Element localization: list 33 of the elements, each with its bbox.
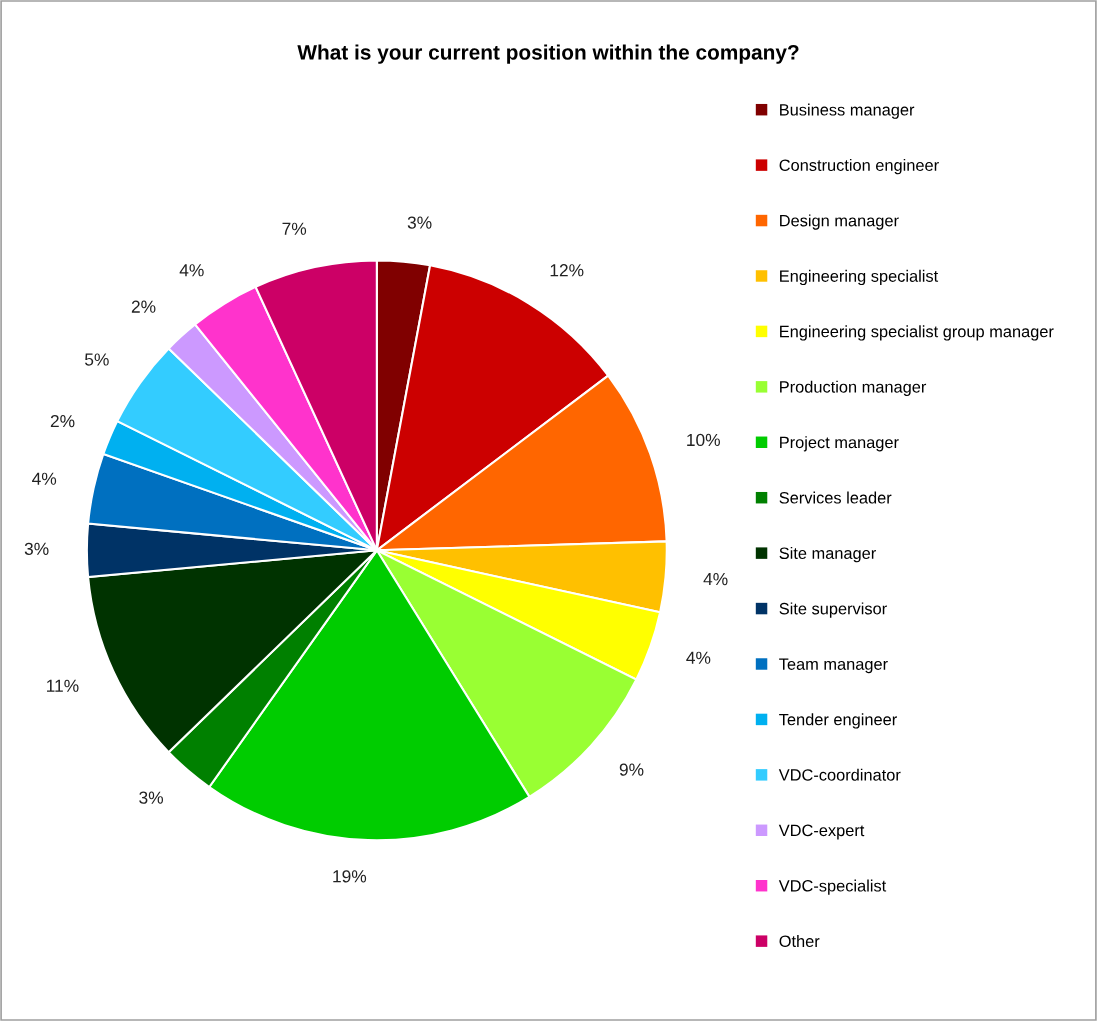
data-label: 11%: [47, 679, 79, 692]
legend-label: Production manager: [780, 380, 927, 396]
data-label: 4%: [32, 472, 57, 485]
data-label: 3%: [139, 791, 164, 804]
legend-label: Site manager: [779, 546, 876, 563]
data-label: 5%: [84, 353, 109, 366]
legend-label: Engineering specialist group manager: [780, 325, 1054, 341]
data-label: 3%: [407, 216, 432, 229]
legend-label: VDC-specialist: [778, 879, 887, 895]
data-label: 2%: [50, 414, 75, 428]
legend-label: VDC-coordinator: [778, 768, 901, 781]
legend-label: Project manager: [780, 436, 899, 452]
legend-label: VDC-expert: [778, 824, 865, 840]
data-label: 19%: [333, 870, 367, 883]
legend-label: Design manager: [780, 214, 899, 230]
legend-label: Other: [779, 935, 820, 948]
data-label: 10%: [687, 433, 720, 447]
data-label: 12%: [550, 264, 584, 277]
data-label: 7%: [282, 222, 307, 235]
legend-label: Tender engineer: [779, 713, 897, 729]
data-label: 4%: [686, 651, 711, 664]
legend-label: Engineering specialist: [780, 269, 939, 286]
data-label: 4%: [703, 572, 728, 586]
chart-title: What is your current position within the company?: [297, 44, 799, 64]
data-label: 9%: [619, 763, 644, 776]
data-label: 2%: [131, 300, 156, 313]
data-label: 4%: [179, 264, 204, 277]
legend-label: Services leader: [779, 491, 892, 504]
legend-label: Business manager: [780, 103, 915, 119]
data-label: 3%: [24, 542, 49, 555]
legend-label: Team manager: [779, 658, 888, 674]
legend-label: Construction engineer: [779, 158, 939, 175]
legend-label: Site supervisor: [779, 602, 887, 618]
